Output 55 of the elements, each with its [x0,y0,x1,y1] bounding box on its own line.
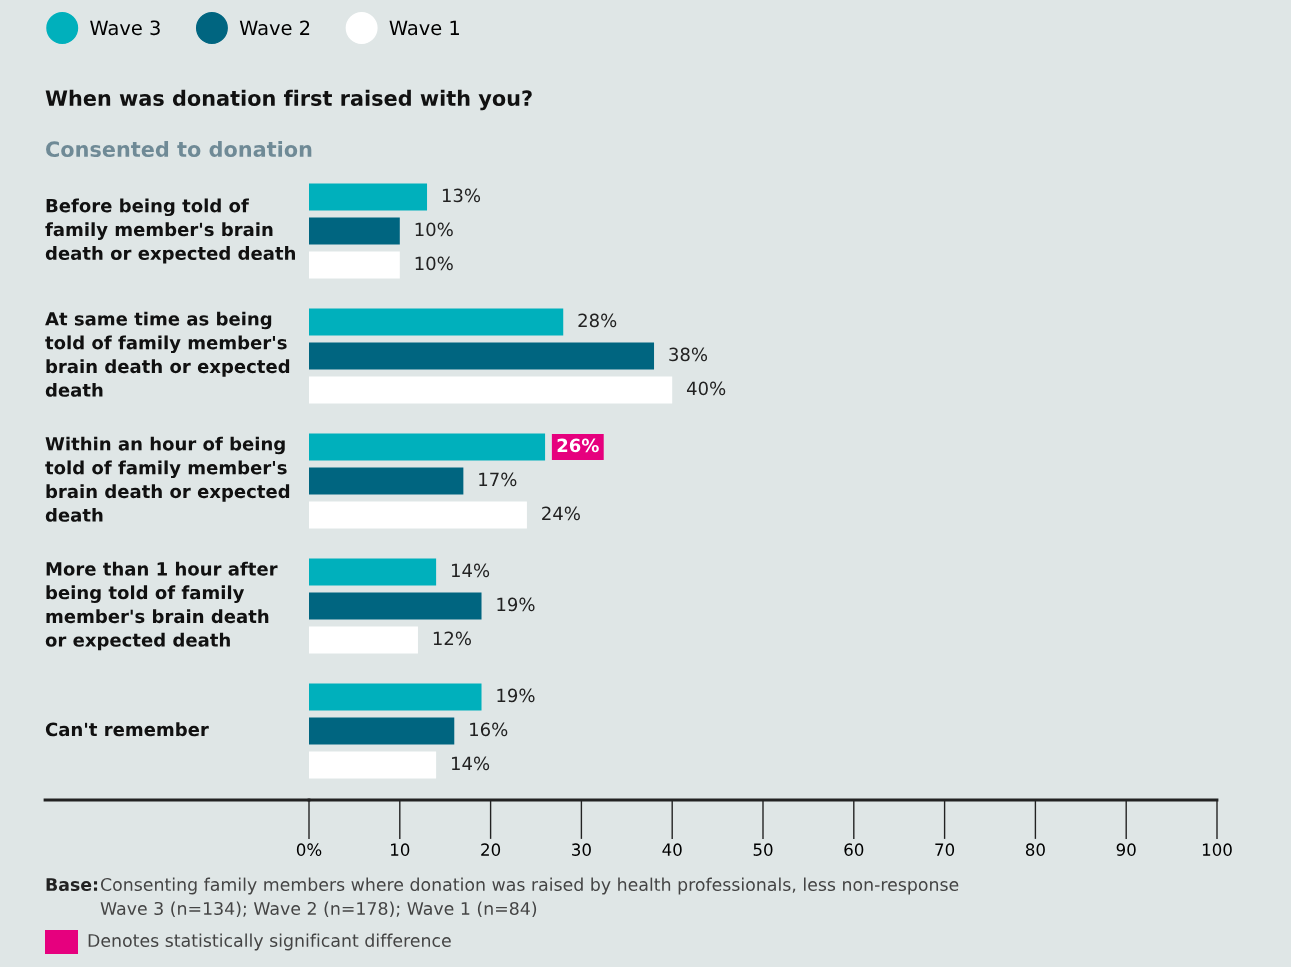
bar [309,592,482,620]
x-tick-label: 20 [481,843,501,856]
y-tick-label: Before being told of family member's brain death or expected death [45,198,295,264]
data-label: 10% [415,256,453,271]
x-tick-label: 80 [1025,843,1045,856]
text: Denotes statistically significant difference [88,933,451,951]
data-label: 19% [497,688,535,703]
legend-label: Wave 3 [90,20,160,36]
x-tick-label: 50 [753,843,773,856]
x-tick-label: 30 [572,843,591,856]
bar [309,751,437,779]
text: Consenting family members where donation was raised by health professionals, less non-response [100,877,959,895]
bar [309,501,527,529]
chart-subtitle: Consented to donation [46,140,312,158]
data-label: 10% [415,222,453,237]
data-label: 19% [497,597,535,612]
data-label: 16% [470,722,508,737]
legend-label: Wave 2 [239,20,310,36]
bar [309,433,546,461]
text: Wave 3 (n=134); Wave 2 (n=178); Wave 1 (n=84) [100,901,537,918]
bar [309,217,400,245]
annotation: 26% [557,438,599,453]
y-tick-label: Can't remember [45,722,209,737]
bar [309,683,482,711]
data-label: 14% [451,756,490,771]
x-tick-label: 60 [844,843,864,856]
legend-label: Wave 1 [389,20,459,36]
bar [309,376,673,404]
data-label: 40% [686,381,726,396]
y-tick-label: Within an hour of being told of family member's brain death or expected death [45,436,290,522]
bar [309,251,400,279]
data-label: 13% [442,188,481,203]
bar [309,467,464,495]
y-tick-label: More than 1 hour after being told of family member's brain death or expected death [45,561,278,651]
bar [309,558,437,586]
x-tick-label: 10 [391,843,410,856]
x-tick-label: 0% [296,843,322,856]
data-label: 24% [542,506,580,521]
data-label: 38% [669,347,708,362]
bar [309,183,428,211]
y-tick-label: At same time as being told of family member's brain death or expected death [45,311,290,397]
bar [309,342,655,370]
chart-title: When was donation first raised with you? [45,89,532,111]
data-label: 12% [433,631,471,646]
x-tick-label: 70 [935,843,955,856]
data-label: 28% [578,313,617,328]
data-label: 14% [451,563,490,578]
text: Base: [46,878,98,892]
x-tick-label: 90 [1116,843,1136,856]
bar [309,717,455,745]
x-tick-label: 40 [662,843,682,856]
bar [309,626,418,654]
data-label: 17% [479,472,517,487]
bar [309,308,564,336]
x-tick-label: 100 [1202,843,1232,856]
